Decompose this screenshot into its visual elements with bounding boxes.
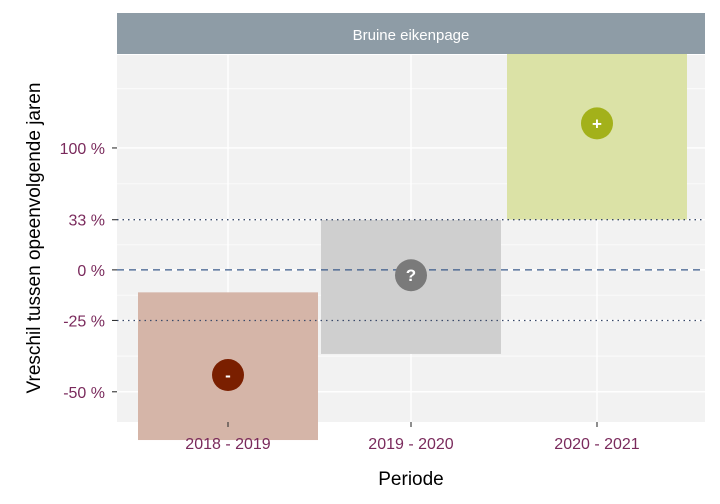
y-axis: -50 % -25 % 0 % 33 % 100 % <box>60 141 117 402</box>
estimate-symbol: ? <box>406 266 416 285</box>
y-axis-title: Vreschil tussen opeenvolgende jaren <box>24 83 45 394</box>
estimate-symbol: - <box>225 366 231 385</box>
y-tick-label: -25 % <box>63 313 105 330</box>
x-axis-title: Periode <box>378 469 444 490</box>
estimate-point <box>212 359 244 392</box>
y-tick-label: 33 % <box>69 213 105 230</box>
estimate-points: -? + <box>212 107 613 392</box>
x-tick-label: 2019 - 2020 <box>368 436 454 453</box>
facet-label: Bruine eikenpage <box>353 27 470 44</box>
y-tick-label: 100 % <box>60 141 105 158</box>
facet-strip <box>117 13 705 54</box>
estimate-symbol: + <box>592 114 602 133</box>
y-tick-label: -50 % <box>63 385 105 402</box>
estimate-point <box>581 107 613 140</box>
estimate-point <box>395 259 427 292</box>
x-tick-label: 2020 - 2021 <box>554 436 640 453</box>
x-axis: 2018 - 2019 2019 - 2020 2020 - 2021 <box>185 422 640 453</box>
y-tick-label: 0 % <box>77 263 105 280</box>
x-tick-label: 2018 - 2019 <box>185 436 271 453</box>
